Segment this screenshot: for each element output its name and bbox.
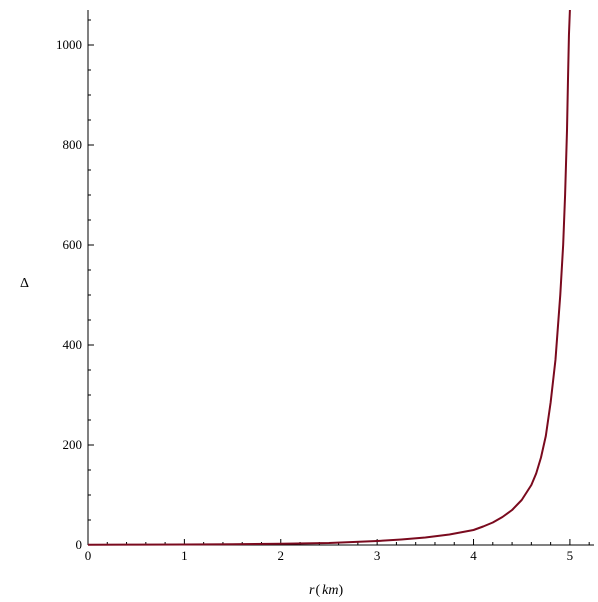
plot-area: [87, 9, 571, 546]
x-tick-label: 5: [567, 548, 574, 563]
y-axis-title: Δ: [20, 276, 29, 291]
series-line-0: [87, 9, 571, 546]
y-tick-label: 400: [63, 337, 83, 352]
y-tick-label: 800: [63, 137, 83, 152]
x-tick-label: 1: [181, 548, 188, 563]
y-tick-label: 200: [63, 437, 83, 452]
y-tick-label: 0: [76, 537, 83, 552]
x-tick-label: 2: [278, 548, 285, 563]
y-tick-label: 1000: [56, 37, 82, 52]
x-axis-title-unit: km: [322, 583, 338, 598]
ticks: 0 1 2 3 4 5 0 200 400 600 800 1000: [56, 19, 590, 563]
y-tick-label: 600: [63, 237, 83, 252]
x-axis-title: r(km): [309, 583, 343, 598]
x-tick-label: 0: [85, 548, 92, 563]
x-tick-label: 3: [374, 548, 381, 563]
x-axis-title-close: ): [338, 583, 343, 598]
x-axis-title-open: (: [315, 583, 320, 598]
x-tick-label: 4: [470, 548, 477, 563]
x-axis-title-var: r: [309, 583, 315, 598]
axes: [87, 10, 594, 546]
